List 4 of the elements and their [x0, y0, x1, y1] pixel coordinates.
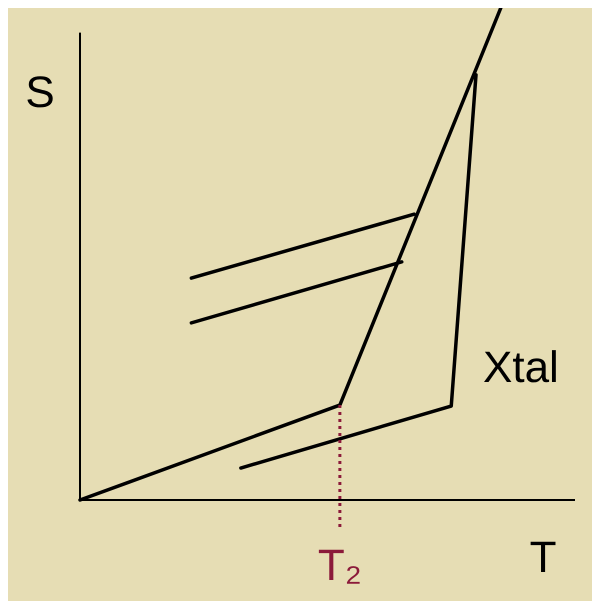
annotation: Xtal: [483, 343, 559, 392]
x-axis-title: T: [530, 533, 556, 582]
y-axis-title: S: [25, 68, 55, 118]
text: T₂: [318, 541, 362, 590]
